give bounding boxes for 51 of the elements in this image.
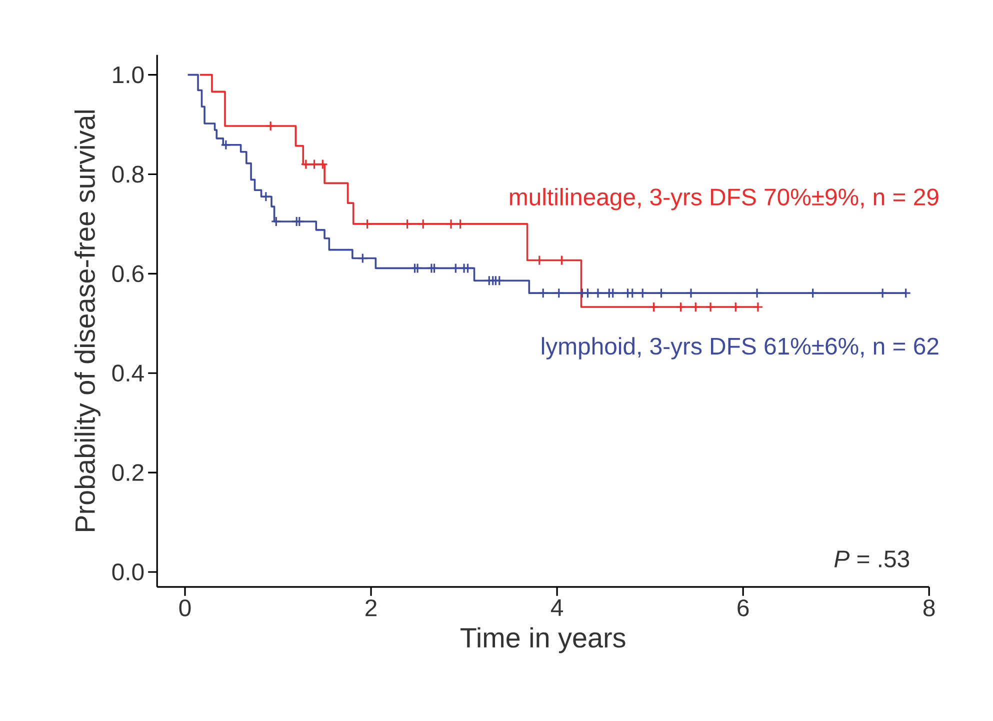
x-tick-label: 2 (366, 599, 376, 616)
point (265, 120, 276, 132)
point (730, 302, 741, 312)
point (752, 302, 764, 312)
point (450, 262, 461, 274)
y-axis-title: Probability of disease-free survival (74, 110, 100, 532)
point (220, 140, 232, 150)
point (357, 252, 368, 264)
y-tick-label: 1.0 (113, 66, 144, 84)
point (300, 158, 312, 170)
point (705, 302, 716, 312)
x-tick-label: 4 (550, 599, 563, 616)
x-tick-label: 0 (179, 599, 191, 616)
point (637, 288, 648, 298)
series-label: multilineage, 3-yrs DFS 70%±9%, n = 29 (510, 188, 938, 210)
point (656, 288, 667, 298)
point (900, 288, 912, 298)
point (270, 216, 282, 227)
point (752, 288, 762, 298)
point (554, 288, 564, 298)
point (877, 288, 888, 298)
y-tick-label: 0.2 (112, 464, 144, 482)
point (808, 288, 818, 298)
point (538, 288, 548, 298)
point (260, 191, 272, 202)
point (317, 158, 328, 170)
point (294, 216, 305, 227)
point (675, 302, 686, 312)
point (690, 302, 701, 312)
point (686, 288, 696, 298)
point (412, 262, 423, 274)
point (402, 218, 413, 230)
point (428, 262, 440, 274)
x-axis-title: Time in years (460, 627, 626, 654)
point (446, 218, 456, 230)
point (418, 218, 428, 230)
point (308, 158, 320, 170)
x-tick-label: 8 (923, 599, 935, 616)
y-tick-label: 0.4 (112, 364, 144, 382)
point (648, 302, 660, 312)
x-tick-label: 6 (738, 599, 749, 616)
y-tick-label: 0.8 (112, 166, 144, 183)
point (455, 218, 466, 230)
point (592, 288, 604, 298)
series-label: lymphoid, 3-yrs DFS 61%±6%, n = 62 (542, 337, 938, 360)
annotation: P = .53 (834, 550, 910, 568)
y-tick-label: 0.0 (112, 564, 144, 580)
point (627, 288, 638, 298)
point (362, 218, 373, 230)
y-tick-label: 0.6 (112, 265, 144, 282)
point (582, 288, 594, 298)
